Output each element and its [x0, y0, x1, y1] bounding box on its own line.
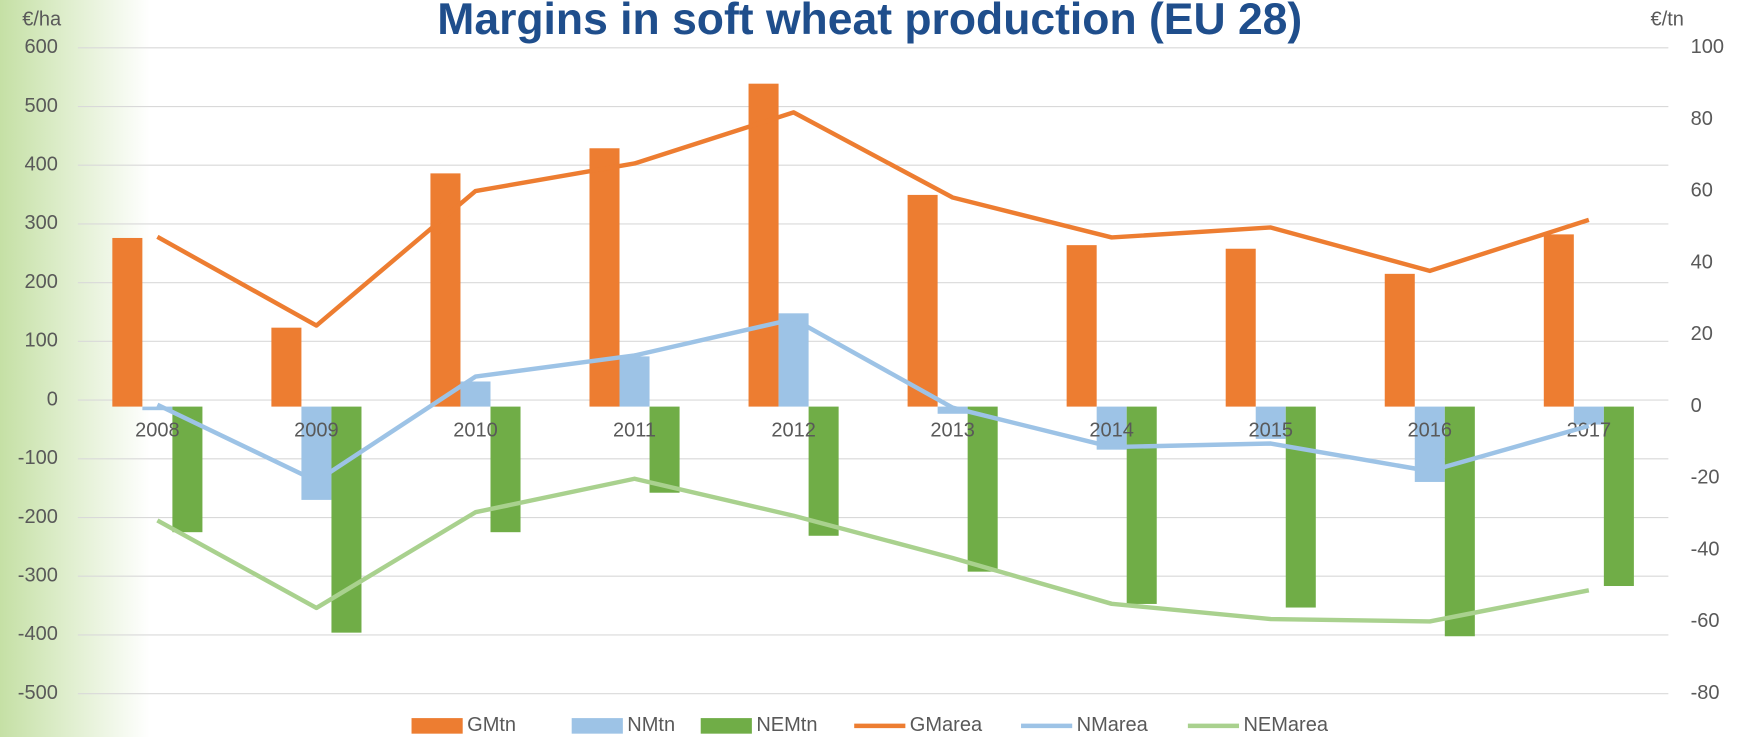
bar: [589, 148, 620, 407]
y2-tick-label: 60: [1691, 180, 1713, 202]
bar: [967, 406, 998, 572]
bar: [1384, 273, 1415, 407]
y-tick-label: 200: [24, 271, 57, 293]
legend-label: NMarea: [1077, 714, 1149, 736]
y-tick-label: 400: [24, 154, 57, 176]
x-tick-label: 2014: [1089, 420, 1134, 442]
y-tick-label: 600: [24, 36, 57, 58]
bar: [778, 313, 809, 407]
bar: [1126, 406, 1157, 604]
legend-label: GMtn: [467, 714, 516, 736]
bar: [1603, 406, 1634, 587]
x-tick-label: 2015: [1248, 420, 1293, 442]
bar: [430, 173, 461, 407]
y2-tick-label: 80: [1691, 108, 1713, 130]
y2-tick-label: -60: [1691, 610, 1720, 632]
y2-tick-label: 100: [1691, 36, 1724, 58]
y-tick-label: 100: [24, 330, 57, 352]
y-tick-label: -500: [18, 682, 58, 704]
bar: [301, 406, 332, 500]
legend-label: NMtn: [627, 714, 675, 736]
bar: [937, 406, 968, 414]
x-tick-label: 2011: [613, 420, 656, 442]
x-tick-label: 2016: [1408, 420, 1453, 442]
bar: [649, 406, 680, 493]
bar: [490, 406, 521, 533]
legend-swatch: [411, 718, 463, 734]
bar: [172, 406, 203, 533]
legend-swatch: [571, 718, 623, 734]
y2-tick-label: -80: [1691, 682, 1720, 704]
y2-tick-label: -40: [1691, 538, 1720, 560]
y2-tick-label: -20: [1691, 467, 1720, 489]
bar: [748, 83, 779, 407]
legend-label: GMarea: [910, 714, 983, 736]
bar: [271, 327, 302, 407]
x-tick-label: 2012: [771, 420, 816, 442]
bar: [142, 406, 173, 411]
bar: [112, 237, 143, 407]
y2-tick-label: 20: [1691, 323, 1713, 345]
legend-label: NEMtn: [756, 714, 817, 736]
bar: [619, 356, 650, 407]
x-tick-label: 2009: [294, 420, 339, 442]
x-tick-label: 2008: [135, 420, 180, 442]
bar: [1573, 406, 1604, 425]
bar: [1255, 406, 1286, 439]
y2-tick-label: 40: [1691, 251, 1713, 273]
line: [156, 476, 1590, 624]
y-tick-label: -300: [18, 565, 58, 587]
y2-axis-label: €/tn: [1651, 8, 1684, 30]
y-tick-label: -400: [18, 623, 58, 645]
bar: [808, 406, 839, 536]
bar: [1444, 406, 1475, 637]
y-axis-label: €/ha: [22, 8, 62, 30]
x-tick-label: 2013: [930, 420, 975, 442]
line: [156, 316, 1590, 484]
x-tick-label: 2010: [453, 420, 498, 442]
bar: [1285, 406, 1316, 608]
bar: [1225, 248, 1256, 407]
chart-title: Margins in soft wheat production (EU 28): [437, 0, 1302, 44]
line: [156, 110, 1590, 328]
legend-label: NEMarea: [1243, 714, 1328, 736]
x-tick-label: 2017: [1567, 420, 1612, 442]
y-tick-label: 300: [24, 212, 57, 234]
y-tick-label: -200: [18, 506, 58, 528]
y-tick-label: 500: [24, 95, 57, 117]
y-tick-label: -100: [18, 447, 58, 469]
legend-swatch: [700, 718, 752, 734]
bar: [1066, 245, 1097, 407]
bar: [1543, 234, 1574, 407]
bar: [907, 194, 938, 407]
y2-tick-label: 0: [1691, 395, 1702, 417]
y-tick-label: 0: [47, 388, 58, 410]
